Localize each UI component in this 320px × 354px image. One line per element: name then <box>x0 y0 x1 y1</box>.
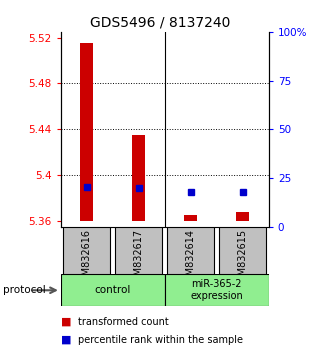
Text: control: control <box>95 285 131 295</box>
Text: GSM832615: GSM832615 <box>238 229 248 288</box>
Bar <box>80 43 93 221</box>
Bar <box>167 227 214 274</box>
Text: GSM832616: GSM832616 <box>82 229 92 288</box>
Text: GDS5496 / 8137240: GDS5496 / 8137240 <box>90 16 230 30</box>
Text: protocol: protocol <box>3 285 46 295</box>
Bar <box>220 227 266 274</box>
Bar <box>63 227 110 274</box>
Bar <box>132 135 145 221</box>
Text: GSM832614: GSM832614 <box>186 229 196 288</box>
Bar <box>116 227 162 274</box>
Bar <box>61 274 165 306</box>
Text: GSM832617: GSM832617 <box>134 229 144 288</box>
Text: ■: ■ <box>61 335 71 345</box>
Text: miR-365-2
expression: miR-365-2 expression <box>190 279 243 301</box>
Bar <box>236 212 249 221</box>
Text: transformed count: transformed count <box>78 317 169 327</box>
Bar <box>165 274 269 306</box>
Text: percentile rank within the sample: percentile rank within the sample <box>78 335 244 345</box>
Bar <box>184 215 197 221</box>
Text: ■: ■ <box>61 317 71 327</box>
